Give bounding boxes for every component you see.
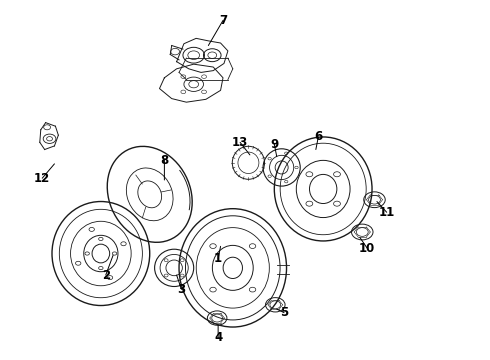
Text: 2: 2	[102, 269, 110, 282]
Text: 9: 9	[270, 138, 278, 150]
Text: 12: 12	[34, 172, 50, 185]
Text: 4: 4	[214, 331, 222, 344]
Text: 8: 8	[160, 154, 169, 167]
Text: 13: 13	[232, 136, 248, 149]
Text: 5: 5	[280, 306, 288, 319]
Text: 11: 11	[379, 206, 395, 219]
Text: 6: 6	[314, 130, 322, 144]
Text: 10: 10	[359, 242, 375, 255]
Text: 3: 3	[177, 283, 186, 296]
Text: 7: 7	[219, 14, 227, 27]
Text: 1: 1	[214, 252, 222, 265]
